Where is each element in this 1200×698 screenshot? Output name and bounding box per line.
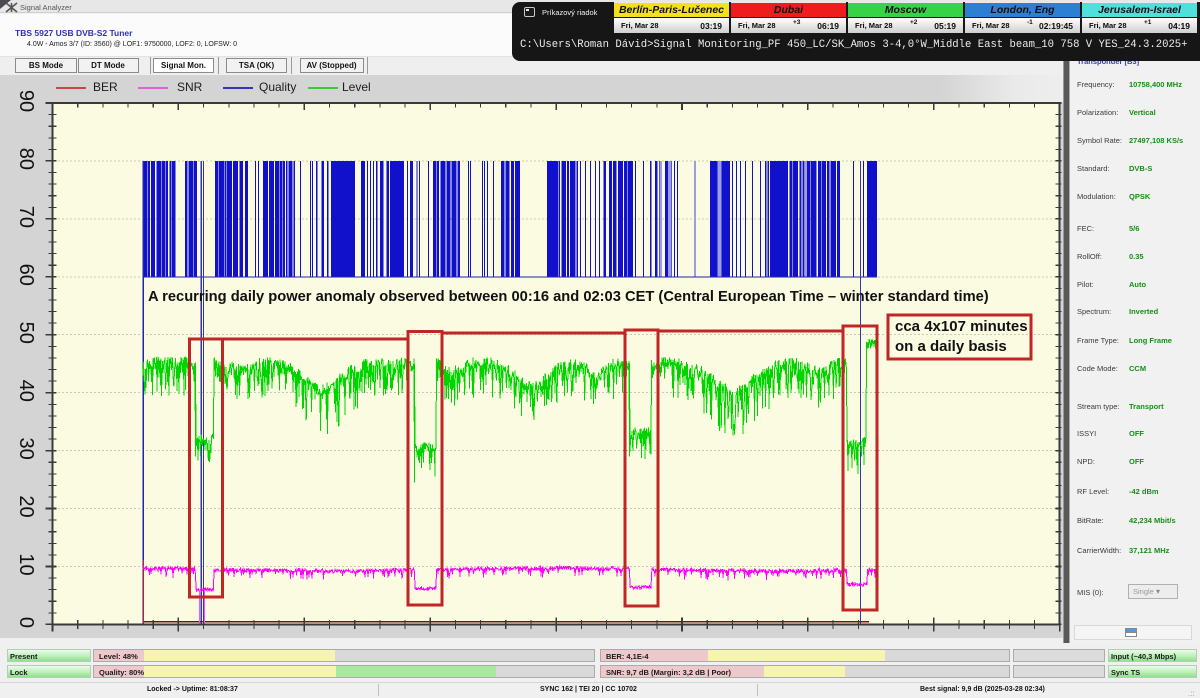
svg-text:70: 70 <box>15 206 37 228</box>
svg-text:90: 90 <box>15 90 37 112</box>
svg-text:0: 0 <box>15 617 37 628</box>
svg-text:80: 80 <box>15 148 37 170</box>
svg-text:50: 50 <box>15 322 37 344</box>
svg-text:20: 20 <box>15 495 37 517</box>
svg-text:10: 10 <box>15 553 37 575</box>
svg-text:30: 30 <box>15 437 37 459</box>
svg-text:60: 60 <box>15 264 37 286</box>
svg-text:40: 40 <box>15 380 37 402</box>
